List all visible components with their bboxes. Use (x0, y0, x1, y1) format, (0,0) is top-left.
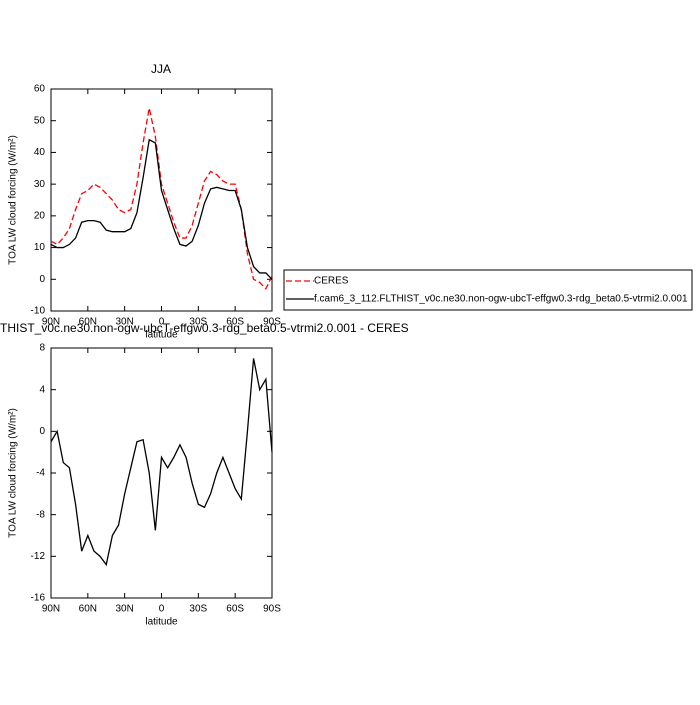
y-tick-label: 0 (39, 274, 45, 285)
y-tick-label: 20 (34, 210, 46, 221)
x-tick-label: 30N (115, 317, 133, 328)
chart-title: THIST_v0c.ne30.non-ogw-ubcT-effgw0.3-rdg… (0, 321, 409, 335)
y-tick-label: -16 (31, 593, 46, 604)
legend-label: f.cam6_3_112.FLTHIST_v0c.ne30.non-ogw-ub… (314, 294, 688, 305)
y-tick-label: 8 (39, 343, 45, 354)
data-line (50, 358, 273, 567)
x-tick-label: 30S (189, 604, 207, 615)
x-tick-label: 30N (115, 604, 133, 615)
x-tick-label: 60N (79, 317, 97, 328)
y-tick-label: 30 (34, 179, 46, 190)
y-tick-label: 50 (34, 115, 46, 126)
x-tick-label: 60S (226, 604, 244, 615)
y-tick-label: 60 (34, 84, 46, 95)
x-tick-label: 90S (263, 604, 281, 615)
y-tick-label: 10 (34, 242, 46, 253)
x-tick-label: 30S (189, 317, 207, 328)
x-axis-label: latitude (145, 617, 178, 628)
x-tick-label: 0 (159, 604, 165, 615)
x-axis-label: latitude (145, 330, 178, 341)
plot-frame (50, 88, 273, 312)
data-line (50, 107, 273, 290)
x-tick-label: 90N (42, 604, 60, 615)
y-tick-label: 4 (39, 384, 45, 395)
y-axis-label: TOA LW cloud forcing (W/m²) (8, 135, 19, 265)
data-line (50, 138, 273, 280)
x-tick-label: 60S (226, 317, 244, 328)
plot-frame (50, 347, 273, 599)
x-tick-label: 90N (42, 317, 60, 328)
chart-title: JJA (151, 62, 171, 76)
x-tick-label: 60N (79, 604, 97, 615)
y-tick-label: -12 (31, 551, 46, 562)
legend-box (283, 269, 693, 311)
y-tick-label: -4 (36, 468, 45, 479)
y-tick-label: -10 (31, 306, 46, 317)
x-tick-label: 90S (263, 317, 281, 328)
y-tick-label: 40 (34, 147, 46, 158)
y-tick-label: 0 (39, 426, 45, 437)
x-tick-label: 0 (159, 317, 165, 328)
y-axis-label: TOA LW cloud forcing (W/m²) (8, 408, 19, 538)
legend-label: CERES (314, 276, 349, 287)
y-tick-label: -8 (36, 509, 45, 520)
